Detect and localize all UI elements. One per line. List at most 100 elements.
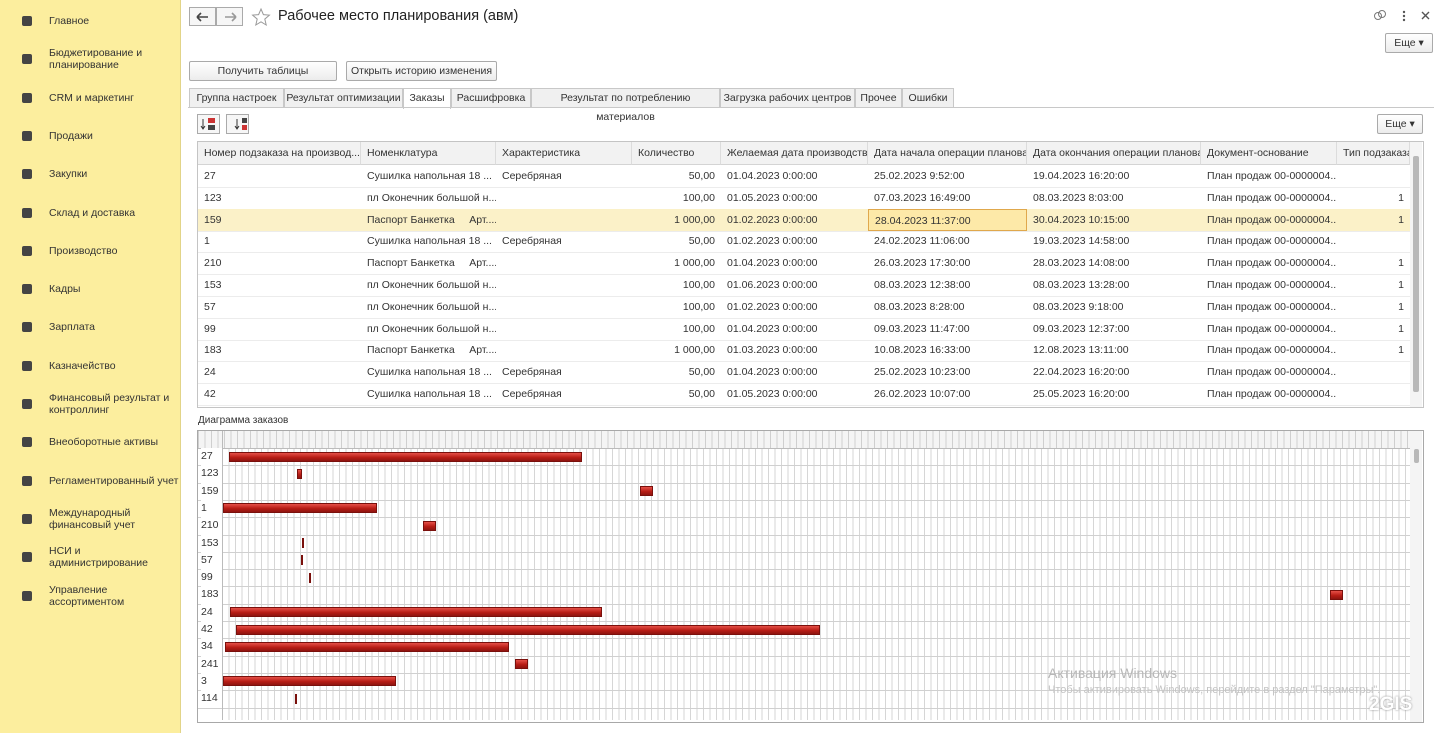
toolbar-button[interactable]: Открыть историю изменения xyxy=(346,61,497,81)
gantt-bar[interactable] xyxy=(223,503,377,513)
gantt-bar[interactable] xyxy=(309,573,311,583)
table-cell: План продаж 00-0000004... xyxy=(1201,339,1337,361)
gantt-bar[interactable] xyxy=(515,659,528,669)
menu-icon xyxy=(22,284,32,294)
tab[interactable]: Результат по потреблению материалов xyxy=(531,88,720,108)
menu-item[interactable]: Бюджетирование и планирование xyxy=(49,47,142,71)
menu-item[interactable]: НСИ и администрирование xyxy=(49,545,148,569)
menu-item[interactable]: Казначейство xyxy=(49,360,116,372)
column-header[interactable]: Желаемая дата производства xyxy=(721,142,868,165)
table-row[interactable]: 210Паспорт Банкетка Арт....1 000,0001.04… xyxy=(198,252,1410,275)
table-cell: 50,00 xyxy=(632,230,721,252)
table-row[interactable]: 57пл Оконечник большой н...100,0001.02.2… xyxy=(198,296,1410,319)
menu-item[interactable]: Продажи xyxy=(49,130,93,142)
gantt-bar[interactable] xyxy=(236,625,820,635)
table-cell: Паспорт Банкетка Арт.... xyxy=(361,339,496,361)
column-header[interactable]: Номер подзаказа на производ... xyxy=(198,142,361,165)
table-more-button[interactable]: Еще ▾ xyxy=(1377,114,1423,134)
column-header[interactable]: Документ-основание xyxy=(1201,142,1337,165)
gantt-bar[interactable] xyxy=(223,676,396,686)
column-header[interactable]: Количество xyxy=(632,142,721,165)
diagram-row-line xyxy=(198,500,1410,501)
scroll-thumb[interactable] xyxy=(1413,156,1419,392)
table-cell: 100,00 xyxy=(632,318,721,340)
gantt-bar[interactable] xyxy=(301,555,303,565)
column-header[interactable]: Дата окончания операции плановая xyxy=(1027,142,1201,165)
sort-buttons[interactable] xyxy=(197,114,251,134)
table-cell: 09.03.2023 11:47:00 xyxy=(868,318,1027,340)
table-row[interactable]: 159Паспорт Банкетка Арт....1 000,0001.02… xyxy=(198,209,1410,232)
gantt-bar[interactable] xyxy=(1330,590,1343,600)
table-row[interactable]: 24Сушилка напольная 18 ...Серебряная50,0… xyxy=(198,361,1410,384)
window-controls[interactable] xyxy=(1372,8,1432,24)
tab[interactable]: Прочее xyxy=(855,88,902,108)
tab[interactable]: Ошибки xyxy=(902,88,954,108)
scrollbar[interactable] xyxy=(1410,431,1422,722)
menu-item[interactable]: CRM и маркетинг xyxy=(49,92,134,104)
table-row[interactable]: 99пл Оконечник большой н...100,0001.04.2… xyxy=(198,318,1410,341)
tab[interactable]: Результат оптимизации xyxy=(284,88,403,108)
scrollbar[interactable] xyxy=(1410,142,1422,407)
menu-item[interactable]: Закупки xyxy=(49,168,87,180)
table-cell: Серебряная xyxy=(496,230,632,252)
table-row[interactable]: 42Сушилка напольная 18 ...Серебряная50,0… xyxy=(198,383,1410,406)
menu-item[interactable]: Производство xyxy=(49,245,117,257)
table-cell: 01.04.2023 0:00:00 xyxy=(721,165,868,187)
gantt-bar[interactable] xyxy=(225,642,509,652)
menu-item[interactable]: Финансовый результат и контроллинг xyxy=(49,392,169,416)
menu-item[interactable]: Зарплата xyxy=(49,321,95,333)
diagram-row-line xyxy=(198,552,1410,553)
table-cell: 12.08.2023 13:11:00 xyxy=(1027,339,1201,361)
menu-icon xyxy=(22,514,32,524)
gantt-bar[interactable] xyxy=(423,521,436,531)
menu-item[interactable]: Внеоборотные активы xyxy=(49,436,158,448)
menu-icon xyxy=(22,54,32,64)
more-button[interactable]: Еще ▾ xyxy=(1385,33,1433,53)
table-row[interactable]: 183Паспорт Банкетка Арт....1 000,0001.03… xyxy=(198,339,1410,362)
gantt-bar[interactable] xyxy=(302,538,304,548)
table-cell: 1 000,00 xyxy=(632,209,721,231)
table-row[interactable]: 1Сушилка напольная 18 ...Серебряная50,00… xyxy=(198,230,1410,253)
table-cell: 1 xyxy=(1337,274,1410,296)
gantt-bar[interactable] xyxy=(297,469,302,479)
gantt-bar[interactable] xyxy=(229,452,582,462)
gantt-bar[interactable] xyxy=(295,694,297,704)
nav-buttons[interactable] xyxy=(189,7,279,27)
table-cell: Сушилка напольная 18 ... xyxy=(361,165,496,187)
table-cell: Сушилка напольная 18 ... xyxy=(361,361,496,383)
tab[interactable]: Заказы xyxy=(403,88,451,109)
column-header[interactable]: Дата начала операции плановая xyxy=(868,142,1027,165)
table-row[interactable]: 153пл Оконечник большой н...100,0001.06.… xyxy=(198,274,1410,297)
scroll-thumb[interactable] xyxy=(1414,449,1419,463)
menu-item[interactable]: Кадры xyxy=(49,283,80,295)
table-row[interactable]: 27Сушилка напольная 18 ...Серебряная50,0… xyxy=(198,165,1410,188)
table-cell: 100,00 xyxy=(632,296,721,318)
diagram-title: Диаграмма заказов xyxy=(198,415,288,426)
diagram-row-label: 159 xyxy=(201,483,222,500)
column-header[interactable]: Номенклатура xyxy=(361,142,496,165)
tab[interactable]: Загрузка рабочих центров xyxy=(720,88,855,108)
table-cell: 1 xyxy=(1337,339,1410,361)
menu-item[interactable]: Регламентированный учет xyxy=(49,475,178,487)
diagram-row-line xyxy=(198,708,1410,709)
toolbar-button[interactable]: Получить таблицы xyxy=(189,61,337,81)
tab[interactable]: Группа настроек xyxy=(189,88,284,108)
gantt-bar[interactable] xyxy=(640,486,653,496)
diagram-row-label: 210 xyxy=(201,517,222,534)
column-header[interactable]: Тип подзаказа xyxy=(1337,142,1410,165)
menu-icon xyxy=(22,93,32,103)
table-row[interactable]: 123пл Оконечник большой н...100,0001.05.… xyxy=(198,187,1410,210)
menu-item[interactable]: Управление ассортиментом xyxy=(49,584,124,608)
menu-item[interactable]: Склад и доставка xyxy=(49,207,135,219)
diagram-row-line xyxy=(198,604,1410,605)
table-cell: Сушилка напольная 18 ... xyxy=(361,230,496,252)
menu-item[interactable]: Главное xyxy=(49,15,89,27)
diagram-row-line xyxy=(198,535,1410,536)
menu-item[interactable]: Международный финансовый учет xyxy=(49,507,135,531)
table-cell: 09.03.2023 12:37:00 xyxy=(1027,318,1201,340)
tab[interactable]: Расшифровка xyxy=(451,88,531,108)
gantt-bar[interactable] xyxy=(230,607,602,617)
column-header[interactable]: Характеристика xyxy=(496,142,632,165)
table-cell: 01.04.2023 0:00:00 xyxy=(721,318,868,340)
table-cell: 42 xyxy=(198,383,361,405)
